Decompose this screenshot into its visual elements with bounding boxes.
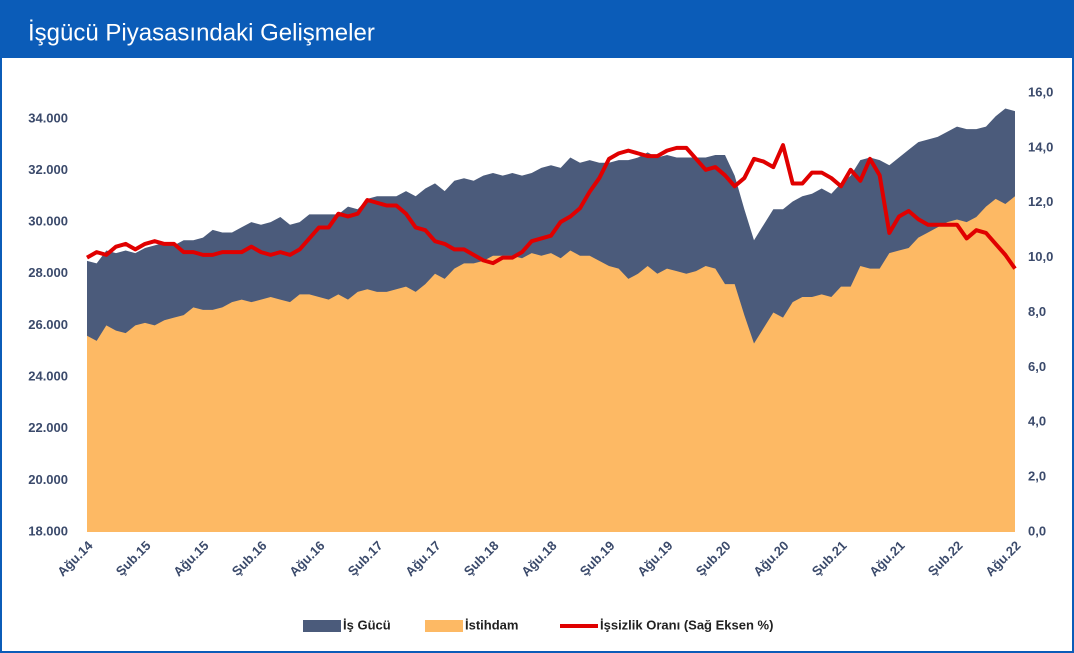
y-tick-label: 26.000 (28, 317, 68, 332)
legend-swatch (303, 620, 341, 632)
legend-label: İstihdam (465, 617, 518, 632)
y-tick-label: 28.000 (28, 265, 68, 280)
header (0, 0, 1074, 58)
area (87, 196, 1015, 532)
chart-title: İşgücü Piyasasındaki Gelişmeler (28, 19, 375, 46)
y2-tick-label: 0,0 (1028, 523, 1046, 538)
y-tick-label: 32.000 (28, 162, 68, 177)
legend-label: İşsizlik Oranı (Sağ Eksen %) (600, 617, 773, 632)
y2-tick-label: 2,0 (1028, 469, 1046, 484)
legend-label: İş Gücü (343, 617, 391, 632)
y2-tick-label: 16,0 (1028, 84, 1053, 99)
y2-tick-label: 10,0 (1028, 249, 1053, 264)
y2-tick-label: 14,0 (1028, 139, 1053, 154)
y-tick-label: 20.000 (28, 472, 68, 487)
y-tick-label: 30.000 (28, 214, 68, 229)
y2-tick-label: 12,0 (1028, 194, 1053, 209)
y-tick-label: 18.000 (28, 523, 68, 538)
y2-tick-label: 4,0 (1028, 414, 1046, 429)
legend-swatch (425, 620, 463, 632)
y-tick-label: 34.000 (28, 110, 68, 125)
unemployment-line (86, 143, 1017, 270)
y2-tick-label: 8,0 (1028, 304, 1046, 319)
y-tick-label: 24.000 (28, 368, 68, 383)
y2-tick-label: 6,0 (1028, 359, 1046, 374)
y-tick-label: 22.000 (28, 420, 68, 435)
